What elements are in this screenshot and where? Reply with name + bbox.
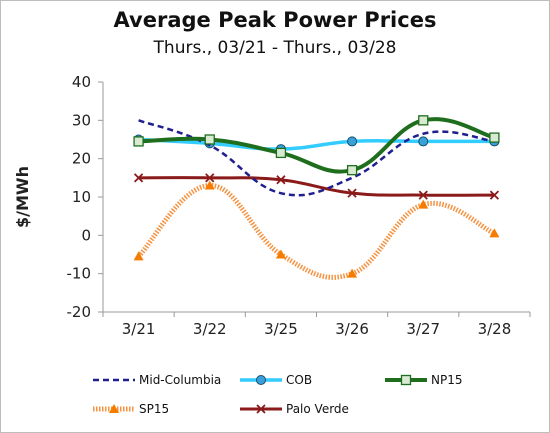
y-tick-label: 30 bbox=[72, 111, 91, 129]
x-tick-label: 3/21 bbox=[122, 320, 156, 338]
series-line-mid-columbia bbox=[138, 119, 495, 197]
legend-marker-np15 bbox=[400, 374, 412, 386]
data-point-np15 bbox=[346, 165, 358, 176]
x-tick-label: 3/22 bbox=[193, 320, 227, 338]
data-point-np15 bbox=[418, 115, 429, 126]
x-tick-label: 3/25 bbox=[264, 320, 298, 338]
y-tick-label: -20 bbox=[67, 303, 92, 321]
legend-marker-palo-verde bbox=[256, 404, 266, 414]
y-axis-title: $/MWh bbox=[13, 166, 32, 228]
legend-label-mid-columbia: Mid-Columbia bbox=[139, 373, 221, 387]
chart-title: Average Peak Power Prices bbox=[113, 8, 437, 32]
series-line-palo-verde bbox=[138, 176, 495, 197]
legend-item-palo-verde: Palo Verde bbox=[240, 402, 349, 416]
legend-item-mid-columbia: Mid-Columbia bbox=[93, 373, 221, 387]
series-line-cob bbox=[138, 137, 495, 151]
data-point-np15 bbox=[204, 134, 215, 145]
legend-item-cob: COB bbox=[240, 373, 312, 387]
data-point-cob bbox=[418, 136, 429, 147]
data-point-sp15 bbox=[133, 251, 144, 261]
data-point-palo-verde bbox=[276, 175, 286, 185]
data-point-palo-verde bbox=[133, 173, 144, 183]
legend-label-np15: NP15 bbox=[431, 373, 462, 387]
legend-marker-sp15 bbox=[109, 404, 119, 413]
y-tick-label: 0 bbox=[81, 226, 91, 244]
data-point-palo-verde bbox=[418, 190, 428, 200]
data-point-sp15 bbox=[204, 180, 215, 190]
data-point-np15 bbox=[275, 147, 287, 159]
data-point-np15 bbox=[133, 136, 144, 147]
x-tick-label: 3/28 bbox=[478, 320, 512, 338]
legend-item-np15: NP15 bbox=[385, 373, 462, 387]
data-point-sp15 bbox=[275, 249, 286, 259]
legend-label-sp15: SP15 bbox=[139, 402, 169, 416]
chart-subtitle: Thurs., 03/21 - Thurs., 03/28 bbox=[153, 38, 397, 58]
legend-marker-cob bbox=[256, 375, 266, 385]
y-tick-label: 10 bbox=[72, 188, 91, 206]
data-point-palo-verde bbox=[489, 190, 500, 200]
series-line-np15 bbox=[138, 117, 495, 174]
data-point-sp15 bbox=[347, 268, 358, 278]
x-tick-label: 3/27 bbox=[406, 320, 440, 338]
y-tick-label: 40 bbox=[72, 73, 91, 91]
data-point-sp15 bbox=[489, 228, 500, 238]
x-tick-label: 3/26 bbox=[335, 320, 369, 338]
y-tick-label: -10 bbox=[67, 265, 92, 283]
legend-item-sp15: SP15 bbox=[93, 402, 169, 416]
legend-label-palo-verde: Palo Verde bbox=[286, 402, 349, 416]
data-point-sp15 bbox=[418, 199, 429, 209]
data-point-cob bbox=[347, 136, 358, 147]
y-tick-label: 20 bbox=[72, 150, 91, 168]
data-point-palo-verde bbox=[347, 188, 357, 198]
legend-label-cob: COB bbox=[286, 373, 312, 387]
data-point-np15 bbox=[489, 132, 500, 143]
data-point-palo-verde bbox=[205, 173, 215, 183]
series-line-sp15 bbox=[136, 182, 496, 280]
